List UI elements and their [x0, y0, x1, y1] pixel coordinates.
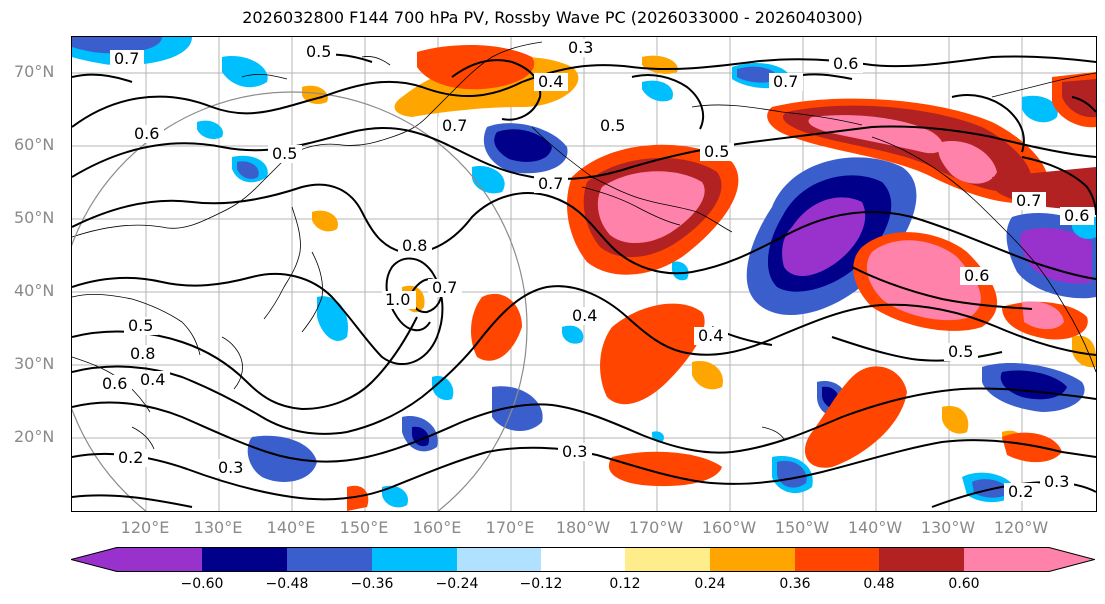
colorbar: [71, 547, 1095, 572]
colorbar-tick-label: −0.48: [265, 576, 309, 592]
positive-anomaly-shading: [302, 45, 1096, 511]
lat-label-60n: 60°N: [14, 135, 55, 154]
colorbar-tick-label: 0.24: [694, 576, 726, 592]
coastlines: [72, 41, 1096, 450]
contour-label: 0.5: [704, 142, 729, 161]
contour-label: 0.3: [562, 442, 587, 461]
map-title: 2026032800 F144 700 hPa PV, Rossby Wave …: [242, 8, 863, 27]
contour-label: 0.8: [402, 236, 427, 255]
lat-label-50n: 50°N: [14, 208, 55, 227]
lon-label-140e: 140°E: [266, 518, 316, 537]
lat-label-30n: 30°N: [14, 354, 55, 373]
contour-label: 0.6: [134, 124, 159, 143]
contour-label: 0.6: [102, 374, 127, 393]
contour-label: 0.8: [130, 344, 155, 363]
contour-label: 0.7: [538, 174, 563, 193]
contour-label: 0.4: [698, 326, 723, 345]
colorbar-tick-label: −0.36: [350, 576, 394, 592]
lon-label-150w: 150°W: [774, 518, 830, 537]
colorbar-tick-label: 0.12: [609, 576, 641, 592]
contour-label: 0.6: [833, 54, 858, 73]
lon-label-160e: 160°E: [412, 518, 462, 537]
map-canvas: 0.7 0.5 0.3 0.4 0.6 0.7 0.5 0.6 0.7 0.5 …: [72, 37, 1096, 511]
lon-label-160w: 160°W: [701, 518, 757, 537]
lon-label-150e: 150°E: [339, 518, 389, 537]
contour-label: 0.4: [140, 370, 165, 389]
contour-label: 0.5: [272, 144, 297, 163]
colorbar-tick-label: 0.48: [863, 576, 895, 592]
colorbar-bin: [795, 547, 879, 572]
lon-label-120w: 120°W: [993, 518, 1049, 537]
contour-label: 0.5: [600, 116, 625, 135]
lon-label-120e: 120°E: [120, 518, 170, 537]
colorbar-tick-label: −0.12: [519, 576, 563, 592]
colorbar-outline: [71, 547, 1095, 572]
colorbar-tick-label: 0.60: [948, 576, 980, 592]
pv-contours: [72, 53, 1096, 508]
contour-label-group: 0.7 0.5 0.3 0.4 0.6 0.7 0.5 0.6 0.7 0.5 …: [98, 38, 1094, 501]
colorbar-bin: [541, 547, 625, 572]
contour-label: 0.7: [432, 278, 457, 297]
lon-label-170w: 170°W: [628, 518, 684, 537]
contour-label: 0.6: [1064, 206, 1089, 225]
contour-label: 1.0: [385, 290, 410, 309]
contour-label: 0.2: [118, 448, 143, 467]
lat-label-40n: 40°N: [14, 281, 55, 300]
colorbar-bin: [287, 547, 372, 572]
lat-label-20n: 20°N: [14, 427, 55, 446]
colorbar-bin: [710, 547, 795, 572]
contour-label: 0.5: [128, 316, 153, 335]
lon-label-140w: 140°W: [847, 518, 903, 537]
lat-label-70n: 70°N: [14, 62, 55, 81]
colorbar-bin: [202, 547, 287, 572]
projection-outline: [72, 91, 528, 511]
lon-label-130e: 130°E: [193, 518, 243, 537]
contour-label: 0.3: [218, 458, 243, 477]
colorbar-tick-label: 0.36: [779, 576, 811, 592]
contour-label: 0.3: [1044, 472, 1069, 491]
lon-label-180w: 180°W: [555, 518, 611, 537]
lon-label-130w: 130°W: [920, 518, 976, 537]
contour-label: 0.7: [442, 116, 467, 135]
colorbar-tick-label: −0.24: [435, 576, 479, 592]
contour-label: 0.6: [964, 266, 989, 285]
contour-label: 0.2: [1008, 482, 1033, 501]
contour-label: 0.5: [948, 342, 973, 361]
colorbar-tick-label: −0.60: [180, 576, 224, 592]
lon-label-170e: 170°E: [485, 518, 535, 537]
colorbar-bin: [71, 547, 202, 572]
contour-label: 0.7: [1016, 191, 1041, 210]
colorbar-bin: [372, 547, 457, 572]
contour-label: 0.3: [568, 38, 593, 57]
colorbar-bin: [879, 547, 964, 572]
contour-label: 0.4: [538, 72, 563, 91]
colorbar-bin: [457, 547, 541, 572]
contour-label: 0.7: [773, 72, 798, 91]
contour-label: 0.4: [572, 306, 597, 325]
contour-label: 0.5: [306, 42, 331, 61]
colorbar-bin: [964, 547, 1095, 572]
colorbar-bin: [625, 547, 710, 572]
contour-label: 0.7: [114, 49, 139, 68]
map-panel: 0.7 0.5 0.3 0.4 0.6 0.7 0.5 0.6 0.7 0.5 …: [71, 36, 1097, 512]
